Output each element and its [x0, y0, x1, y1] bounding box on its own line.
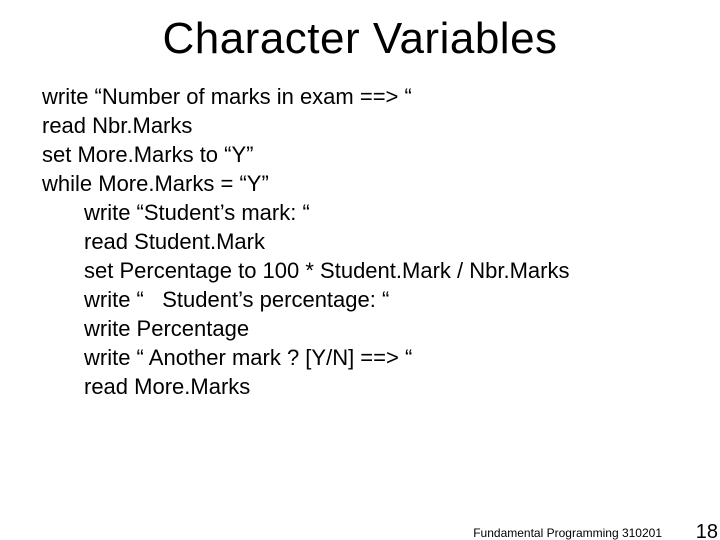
- code-line: set Percentage to 100 * Student.Mark / N…: [42, 256, 690, 285]
- page-number: 18: [696, 521, 720, 540]
- code-line: write “ Student’s percentage: “: [42, 285, 690, 314]
- code-line: write “ Another mark ? [Y/N] ==> “: [42, 343, 690, 372]
- code-line: read Student.Mark: [42, 227, 690, 256]
- pseudocode-block: write “Number of marks in exam ==> “ rea…: [42, 82, 690, 401]
- code-line: set More.Marks to “Y”: [42, 140, 690, 169]
- slide-title: Character Variables: [0, 14, 720, 64]
- code-line: while More.Marks = “Y”: [42, 169, 690, 198]
- code-line: read Nbr.Marks: [42, 111, 690, 140]
- code-line: write “Number of marks in exam ==> “: [42, 82, 690, 111]
- code-line: read More.Marks: [42, 372, 690, 401]
- code-line: write “Student’s mark: “: [42, 198, 690, 227]
- code-line: write Percentage: [42, 314, 690, 343]
- footer-text: Fundamental Programming 310201: [473, 526, 662, 540]
